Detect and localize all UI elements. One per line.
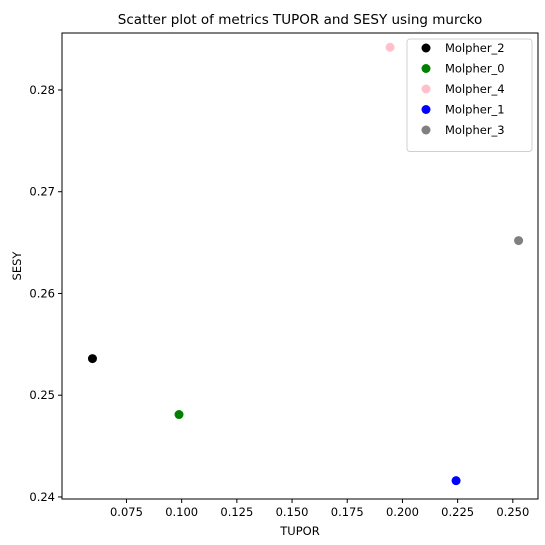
- y-axis-label: SESY: [10, 251, 24, 281]
- x-tick-label: 0.225: [441, 505, 474, 519]
- legend-marker: [421, 125, 431, 135]
- y-tick-label: 0.26: [29, 286, 55, 300]
- y-tick-label: 0.24: [29, 490, 55, 504]
- y-tick-label: 0.27: [29, 185, 55, 199]
- legend-entry: Molpher_2: [445, 41, 505, 55]
- legend-entry: Molpher_3: [445, 123, 505, 137]
- legend-marker: [421, 84, 431, 94]
- legend-marker: [421, 64, 431, 73]
- y-tick-label: 0.25: [29, 388, 55, 402]
- y-tick-label: 0.28: [29, 83, 55, 97]
- legend: Molpher_2 Molpher_0 Molpher_4 Molpher_1 Molp…: [406, 38, 533, 152]
- x-tick-label: 0.100: [165, 505, 198, 519]
- x-tick-label: 0.250: [496, 505, 529, 519]
- x-tick-label: 0.125: [220, 505, 253, 519]
- plot-frame: [61, 32, 539, 500]
- x-tick-label: 0.175: [331, 505, 364, 519]
- point-molpher-3: [514, 236, 524, 246]
- legend-entry: Molpher_1: [445, 103, 505, 117]
- point-molpher-0: [174, 410, 184, 420]
- legend-box: [406, 38, 533, 152]
- legend-marker: [421, 43, 431, 53]
- legend-entry: Molpher_0: [445, 62, 505, 76]
- chart-title: Scatter plot of metrics TUPOR and SESY u…: [118, 12, 482, 28]
- x-tick-label: 0.075: [110, 505, 143, 519]
- x-tick-label: 0.200: [386, 505, 419, 519]
- point-molpher-4: [385, 42, 395, 52]
- x-tick-label: 0.150: [276, 505, 309, 519]
- x-axis-label: TUPOR: [279, 524, 319, 538]
- point-molpher-2: [87, 354, 97, 364]
- legend-marker: [421, 105, 431, 114]
- point-molpher-1: [451, 476, 461, 486]
- legend-entry: Molpher_4: [445, 82, 505, 96]
